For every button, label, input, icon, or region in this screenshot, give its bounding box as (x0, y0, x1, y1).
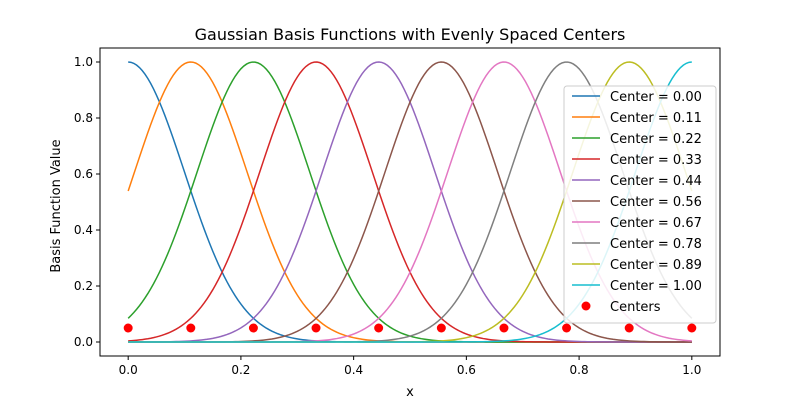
x-tick-label: 0.6 (457, 363, 476, 377)
y-tick-label: 0.4 (74, 223, 93, 237)
center-marker (499, 323, 509, 333)
legend-entry: Center = 0.89 (610, 258, 702, 273)
y-tick-label: 0.2 (74, 279, 93, 293)
y-tick-label: 0.8 (74, 111, 93, 125)
x-tick-label: 0.4 (344, 363, 363, 377)
y-tick-label: 0.6 (74, 167, 93, 181)
y-tick-label: 0.0 (74, 335, 93, 349)
center-marker (374, 323, 384, 333)
center-marker (436, 323, 446, 333)
plot-area: 0.0 0.2 0.4 0.6 0.8 1.0 0.0 0.2 0.4 0.6 0.8 1.0 Cent… (74, 47, 721, 377)
center-marker (186, 323, 196, 333)
center-marker (687, 323, 697, 333)
x-tick-label: 1.0 (682, 363, 701, 377)
x-tick-label: 0.8 (570, 363, 589, 377)
center-marker (123, 323, 133, 333)
legend-entry: Center = 0.22 (610, 132, 702, 147)
x-tick-label: 0.0 (119, 363, 138, 377)
legend-entry: Center = 0.67 (610, 216, 702, 231)
axes-frame (99, 47, 721, 357)
legend-swatch (581, 301, 591, 311)
legend-entry: Center = 0.78 (610, 237, 702, 252)
center-marker (624, 323, 634, 333)
legend-box (563, 85, 717, 324)
center-marker (248, 323, 258, 333)
x-axis-label: x (406, 385, 414, 400)
legend-entry: Center = 1.00 (610, 279, 702, 294)
legend-entry: Center = 0.44 (610, 174, 702, 189)
y-axis-label: Basis Function Value (49, 139, 64, 272)
center-marker (562, 323, 572, 333)
y-tick-label: 1.0 (74, 55, 93, 69)
legend-entry: Center = 0.00 (610, 90, 702, 105)
x-tick-label: 0.2 (231, 363, 250, 377)
legend: Center = 0.00 Center = 0.11 Center = 0.22 C… (563, 85, 717, 324)
legend-entry: Center = 0.33 (610, 153, 702, 168)
legend-entry: Centers (610, 300, 661, 315)
chart-title: Gaussian Basis Functions with Evenly Spa… (195, 25, 626, 44)
center-marker (311, 323, 321, 333)
legend-entry: Center = 0.11 (610, 111, 702, 126)
legend-entry: Center = 0.56 (610, 195, 702, 210)
